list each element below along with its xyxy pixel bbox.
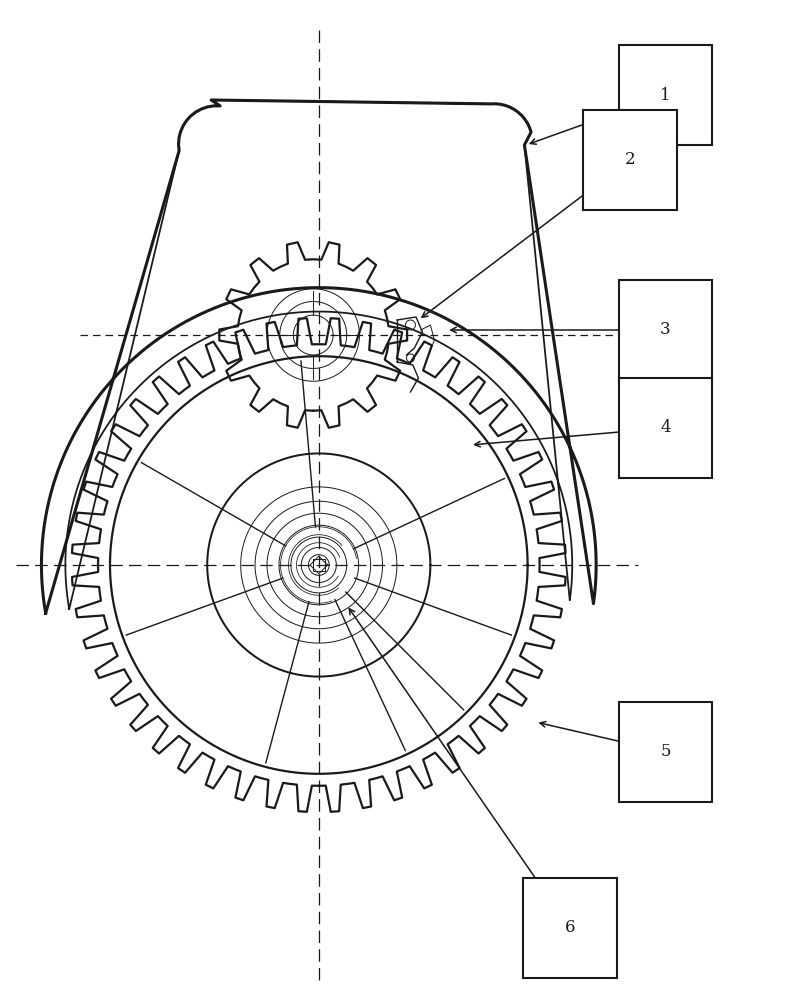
Text: 3: 3: [660, 322, 671, 338]
Text: 6: 6: [564, 920, 575, 936]
Text: 2: 2: [624, 151, 635, 168]
Text: 5: 5: [660, 744, 671, 760]
Text: 1: 1: [660, 87, 671, 104]
Text: 4: 4: [660, 420, 671, 436]
